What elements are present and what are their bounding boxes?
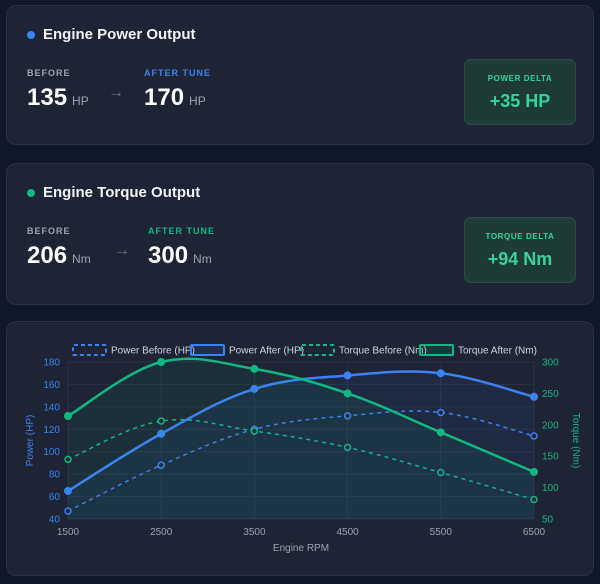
- power-arrow-icon: →: [108, 84, 124, 101]
- legend-swatch: [190, 344, 225, 356]
- y-left-tick-label: 40: [49, 515, 61, 526]
- power-before-hp-point: [64, 507, 72, 515]
- x-tick-label: 1500: [57, 527, 80, 538]
- power-delta-box: POWER DELTA +35 HP: [464, 59, 576, 125]
- torque-card-title: Engine Torque Output: [27, 184, 200, 201]
- y-right-tick-label: 250: [542, 389, 559, 400]
- y-left-tick-label: 180: [43, 358, 60, 369]
- x-tick-label: 5500: [430, 527, 453, 538]
- power-before-hp-point: [343, 412, 352, 420]
- y-left-tick-label: 160: [43, 380, 60, 391]
- y-right-tick-label: 300: [542, 358, 559, 369]
- torque-after-nm-point: [436, 428, 445, 437]
- power-output-card: Engine Power Output BEFORE 135 HP → AFTE…: [6, 5, 594, 145]
- y-left-axis-title: Power (HP): [25, 415, 36, 467]
- power-before-stat: BEFORE 135 HP: [27, 68, 89, 112]
- x-axis-title: Engine RPM: [273, 543, 329, 554]
- performance-chart-card: 40 60 80 100 120 140 160 180 50 100 150 200 250 300 15…: [6, 321, 594, 576]
- power-before-label: BEFORE: [27, 68, 71, 78]
- torque-after-nm-point: [530, 467, 538, 476]
- power-title-text: Engine Power Output: [43, 26, 196, 43]
- torque-before-nm-point: [250, 427, 259, 435]
- x-tick-label: 6500: [523, 527, 546, 538]
- power-before-hp-line: [67, 410, 535, 512]
- torque-after-value: 300: [148, 242, 189, 269]
- torque-before-value: 206: [27, 242, 68, 269]
- legend-swatch: [419, 344, 454, 356]
- torque-delta-value: +94 Nm: [487, 249, 553, 269]
- power-after-hp-line: [67, 370, 535, 493]
- torque-output-card: Engine Torque Output BEFORE 206 Nm → AFT…: [6, 163, 594, 305]
- power-after-label: AFTER TUNE: [144, 68, 211, 78]
- power-after-hp-point: [250, 384, 259, 393]
- power-card-title: Engine Power Output: [27, 26, 196, 43]
- torque-before-label: BEFORE: [27, 226, 71, 236]
- x-tick-label: 2500: [150, 527, 173, 538]
- y-left-tick-label: 80: [49, 470, 61, 481]
- power-after-hp-point: [530, 392, 538, 401]
- torque-before-nm-point: [437, 468, 445, 477]
- torque-before-nm-point: [64, 455, 72, 464]
- y-right-tick-label: 100: [542, 483, 559, 494]
- power-after-stat: AFTER TUNE 170 HP: [144, 68, 211, 112]
- torque-before-nm-point: [343, 443, 352, 452]
- power-delta-value: +35 HP: [489, 91, 551, 111]
- legend-swatch: [300, 344, 335, 356]
- x-tick-label: 3500: [243, 527, 266, 538]
- y-right-tick-label: 150: [542, 452, 559, 463]
- legend-swatch: [72, 344, 107, 356]
- torque-after-nm-point: [157, 358, 166, 366]
- y-right-axis-title: Torque (Nm): [570, 413, 581, 469]
- torque-before-nm-point: [530, 495, 538, 504]
- power-after-hp-point: [64, 486, 72, 495]
- y-left-tick-label: 100: [43, 447, 60, 458]
- y-left-tick-label: 60: [49, 492, 61, 503]
- torque-arrow-icon: →: [114, 242, 130, 259]
- torque-delta-label: TORQUE DELTA: [485, 232, 555, 241]
- power-delta-label: POWER DELTA: [487, 74, 553, 83]
- power-status-dot: [27, 30, 35, 39]
- torque-before-stat: BEFORE 206 Nm: [27, 226, 91, 270]
- y-left-tick-label: 140: [43, 402, 60, 413]
- y-left-tick-label: 120: [43, 425, 60, 436]
- torque-before-nm-point: [157, 417, 165, 425]
- torque-after-label: AFTER TUNE: [148, 226, 215, 236]
- legend-label: Torque After (Nm): [458, 346, 537, 357]
- power-after-hp-area: [68, 371, 534, 519]
- legend-label: Power After (HP): [229, 346, 304, 357]
- y-right-tick-label: 50: [542, 515, 554, 526]
- torque-after-nm-point: [64, 412, 72, 421]
- power-after-hp-point: [343, 371, 352, 380]
- power-after-unit: HP: [189, 94, 206, 108]
- torque-before-unit: Nm: [72, 252, 91, 266]
- torque-after-unit: Nm: [193, 252, 212, 266]
- torque-status-dot: [27, 188, 35, 197]
- torque-title-text: Engine Torque Output: [43, 184, 201, 201]
- power-before-value: 135: [27, 84, 68, 111]
- torque-after-nm-point: [250, 364, 259, 373]
- torque-before-nm-line: [67, 418, 535, 501]
- torque-after-nm-line: [67, 357, 535, 474]
- legend-label: Power Before (HP): [111, 346, 195, 357]
- torque-after-nm-area: [68, 358, 534, 519]
- power-before-hp-point: [437, 408, 445, 417]
- y-right-tick-label: 200: [542, 420, 559, 431]
- power-after-hp-point: [157, 429, 166, 438]
- torque-delta-box: TORQUE DELTA +94 Nm: [464, 217, 576, 283]
- power-before-hp-point: [157, 461, 165, 469]
- power-before-hp-point: [530, 432, 538, 440]
- power-after-value: 170: [144, 84, 185, 111]
- torque-after-nm-point: [343, 389, 352, 398]
- power-before-unit: HP: [72, 94, 89, 108]
- legend-label: Torque Before (Nm): [339, 346, 427, 357]
- power-after-hp-point: [436, 369, 445, 378]
- x-tick-label: 4500: [336, 527, 359, 538]
- torque-after-stat: AFTER TUNE 300 Nm: [148, 226, 215, 270]
- performance-chart: 40 60 80 100 120 140 160 180 50 100 150 200 250 300 15…: [25, 344, 581, 554]
